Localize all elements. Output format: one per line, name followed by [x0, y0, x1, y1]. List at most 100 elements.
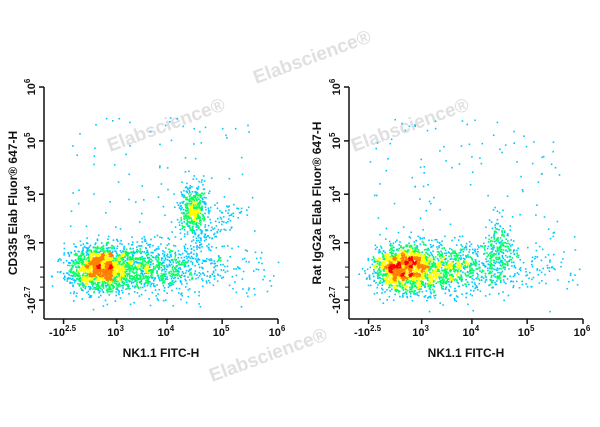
event-dot [222, 276, 225, 278]
event-dot [136, 251, 139, 254]
event-dot [93, 193, 95, 195]
event-dot [235, 274, 238, 277]
event-dot [166, 244, 169, 247]
event-dot [96, 262, 98, 264]
event-dot [189, 198, 191, 201]
event-dot [157, 263, 160, 265]
event-dot [487, 267, 489, 269]
event-dot [444, 235, 446, 238]
event-dot [198, 236, 200, 239]
event-dot [236, 207, 238, 210]
event-dot [143, 251, 145, 253]
event-dot [125, 284, 127, 286]
event-dot [95, 124, 97, 126]
event-dot [180, 256, 183, 259]
event-dot [427, 276, 430, 279]
event-dot [104, 256, 106, 259]
event-dot [380, 262, 382, 264]
event-dot [223, 245, 225, 248]
watermark: Elabscience® [349, 95, 473, 157]
event-dot [91, 266, 93, 268]
event-dot [195, 215, 197, 218]
event-dot [382, 278, 384, 280]
event-dot [98, 264, 101, 266]
event-dot [163, 268, 166, 271]
event-dot [99, 290, 101, 292]
event-dot [424, 260, 427, 262]
event-dot [115, 273, 117, 275]
event-dot [167, 283, 170, 285]
event-dot [198, 259, 201, 261]
event-dot [193, 216, 196, 218]
event-dot [85, 280, 88, 283]
event-dot [179, 205, 182, 207]
event-dot [63, 252, 66, 254]
event-dot [123, 281, 126, 284]
event-dot [85, 261, 88, 264]
event-dot [187, 208, 189, 210]
event-dot [408, 275, 411, 277]
event-dot [147, 260, 149, 263]
event-dot [408, 242, 410, 245]
event-dot [187, 295, 190, 298]
event-dot [199, 196, 202, 199]
event-dot [407, 277, 410, 279]
event-dot [90, 276, 93, 278]
event-dot [434, 271, 437, 273]
event-dot [103, 250, 105, 252]
event-dot [509, 258, 511, 261]
event-dot [194, 201, 196, 203]
event-dot [501, 254, 504, 257]
event-dot [105, 261, 108, 263]
event-dot [181, 252, 184, 255]
event-dot [194, 214, 197, 216]
event-dot [183, 200, 185, 203]
event-dot [179, 275, 181, 277]
event-dot [198, 210, 200, 212]
event-dot [536, 268, 539, 270]
event-dot [100, 269, 103, 272]
event-dot [103, 263, 106, 266]
event-dot [445, 264, 447, 266]
event-dot [427, 247, 429, 250]
event-dot [129, 277, 131, 279]
event-dot [67, 264, 69, 267]
event-dot [484, 264, 486, 267]
event-dot [203, 180, 206, 182]
event-dot [433, 276, 436, 278]
event-dot [471, 259, 474, 261]
event-dot [425, 244, 427, 246]
event-dot [134, 285, 136, 287]
event-dot [179, 232, 182, 234]
event-dot [430, 273, 432, 275]
event-dot [153, 267, 155, 270]
event-dot [100, 255, 103, 258]
event-dot [189, 205, 192, 207]
event-dot [454, 299, 456, 302]
event-dot [112, 287, 114, 290]
event-dot [245, 260, 248, 263]
event-dot [381, 292, 383, 294]
event-dot [170, 250, 173, 252]
event-dot [121, 273, 124, 275]
event-dot [197, 257, 200, 260]
event-dot [390, 267, 393, 269]
event-dot [163, 265, 166, 267]
event-dot [145, 242, 148, 245]
event-dot [427, 297, 429, 299]
event-dot [418, 294, 420, 297]
event-dot [416, 294, 419, 296]
event-dot [410, 270, 412, 273]
event-dot [105, 275, 108, 278]
event-dot [79, 133, 81, 135]
event-dot [202, 272, 205, 275]
event-dot [87, 267, 89, 270]
event-dot [173, 277, 175, 280]
event-dot [417, 266, 419, 269]
event-dot [468, 264, 471, 267]
event-dot [122, 281, 124, 283]
event-dot [186, 233, 189, 235]
event-dot [104, 258, 106, 261]
event-dot [117, 256, 120, 259]
event-dot [77, 257, 80, 259]
